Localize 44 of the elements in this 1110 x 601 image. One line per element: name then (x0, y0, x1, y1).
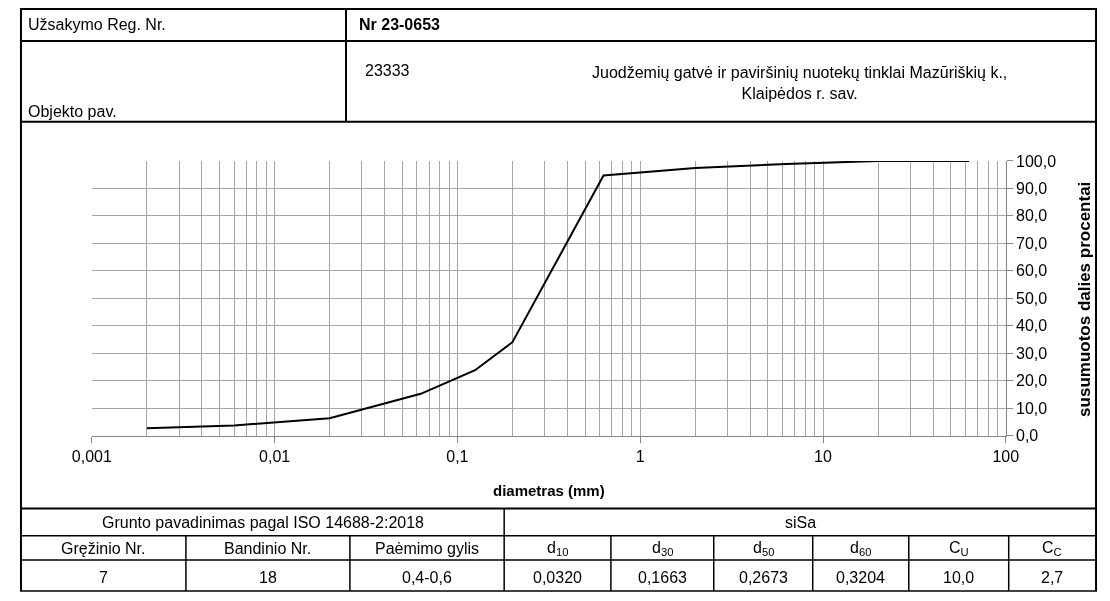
x-tick-label: 1 (635, 447, 645, 465)
x-tick-label: 0,1 (446, 447, 469, 465)
y-tick-label: 70,0 (1015, 234, 1048, 252)
y-tick-label: 30,0 (1015, 344, 1048, 362)
text: siSa (785, 514, 817, 531)
text: Paėmimo gylis (375, 540, 480, 557)
text: d$_{50}$ (753, 539, 775, 559)
text: 2,7 (1041, 569, 1064, 586)
text: 0,0320 (533, 569, 583, 586)
text: Užsakymo Reg. Nr. (28, 16, 166, 33)
text: Juodžemių gatvė ir paviršinių nuotekų tinklai Mazūriškių k., Klaipėdos r. sav. (592, 64, 1008, 102)
text: 18 (259, 569, 277, 586)
text: Grunto pavadinimas pagal ISO 14688-2:2018 (102, 514, 425, 531)
text: 0,1663 (638, 569, 688, 586)
y-tick-label: 40,0 (1015, 317, 1048, 335)
text: 0,2673 (739, 569, 789, 586)
x-axis-title: diametras (mm) (493, 482, 605, 499)
text: 7 (99, 569, 108, 586)
y-tick-label: 50,0 (1015, 289, 1048, 307)
x-tick-label: 100 (992, 447, 1020, 465)
text: Bandinio Nr. (224, 540, 312, 557)
text: 23333 (365, 62, 410, 79)
x-tick-label: 0,001 (71, 447, 112, 465)
y-tick-label: 0,0 (1015, 427, 1039, 445)
text: Nr 23-0653 (359, 16, 441, 33)
y-tick-label: 90,0 (1015, 180, 1048, 198)
y-tick-label: 10,0 (1015, 399, 1048, 417)
y-tick-label: 80,0 (1015, 207, 1048, 225)
text: C$_{U}$ (949, 539, 969, 559)
text: 0,3204 (836, 569, 886, 586)
x-tick-label: 0,01 (259, 447, 291, 465)
y-tick-label: 20,0 (1015, 372, 1048, 390)
text: d$_{30}$ (652, 539, 674, 559)
text: Objekto pav. (28, 103, 117, 120)
text: C$_{C}$ (1042, 539, 1062, 559)
text: 0,4-0,6 (402, 569, 452, 586)
text: Gręžinio Nr. (61, 540, 146, 557)
text: 10,0 (943, 569, 975, 586)
y-tick-label: 100,0 (1015, 152, 1057, 170)
x-tick-label: 10 (814, 447, 832, 465)
y-axis-title: susumuotos dalies procentai (1074, 181, 1094, 417)
text: d$_{60}$ (850, 539, 872, 559)
text: d$_{10}$ (547, 539, 569, 559)
y-tick-label: 60,0 (1015, 262, 1048, 280)
